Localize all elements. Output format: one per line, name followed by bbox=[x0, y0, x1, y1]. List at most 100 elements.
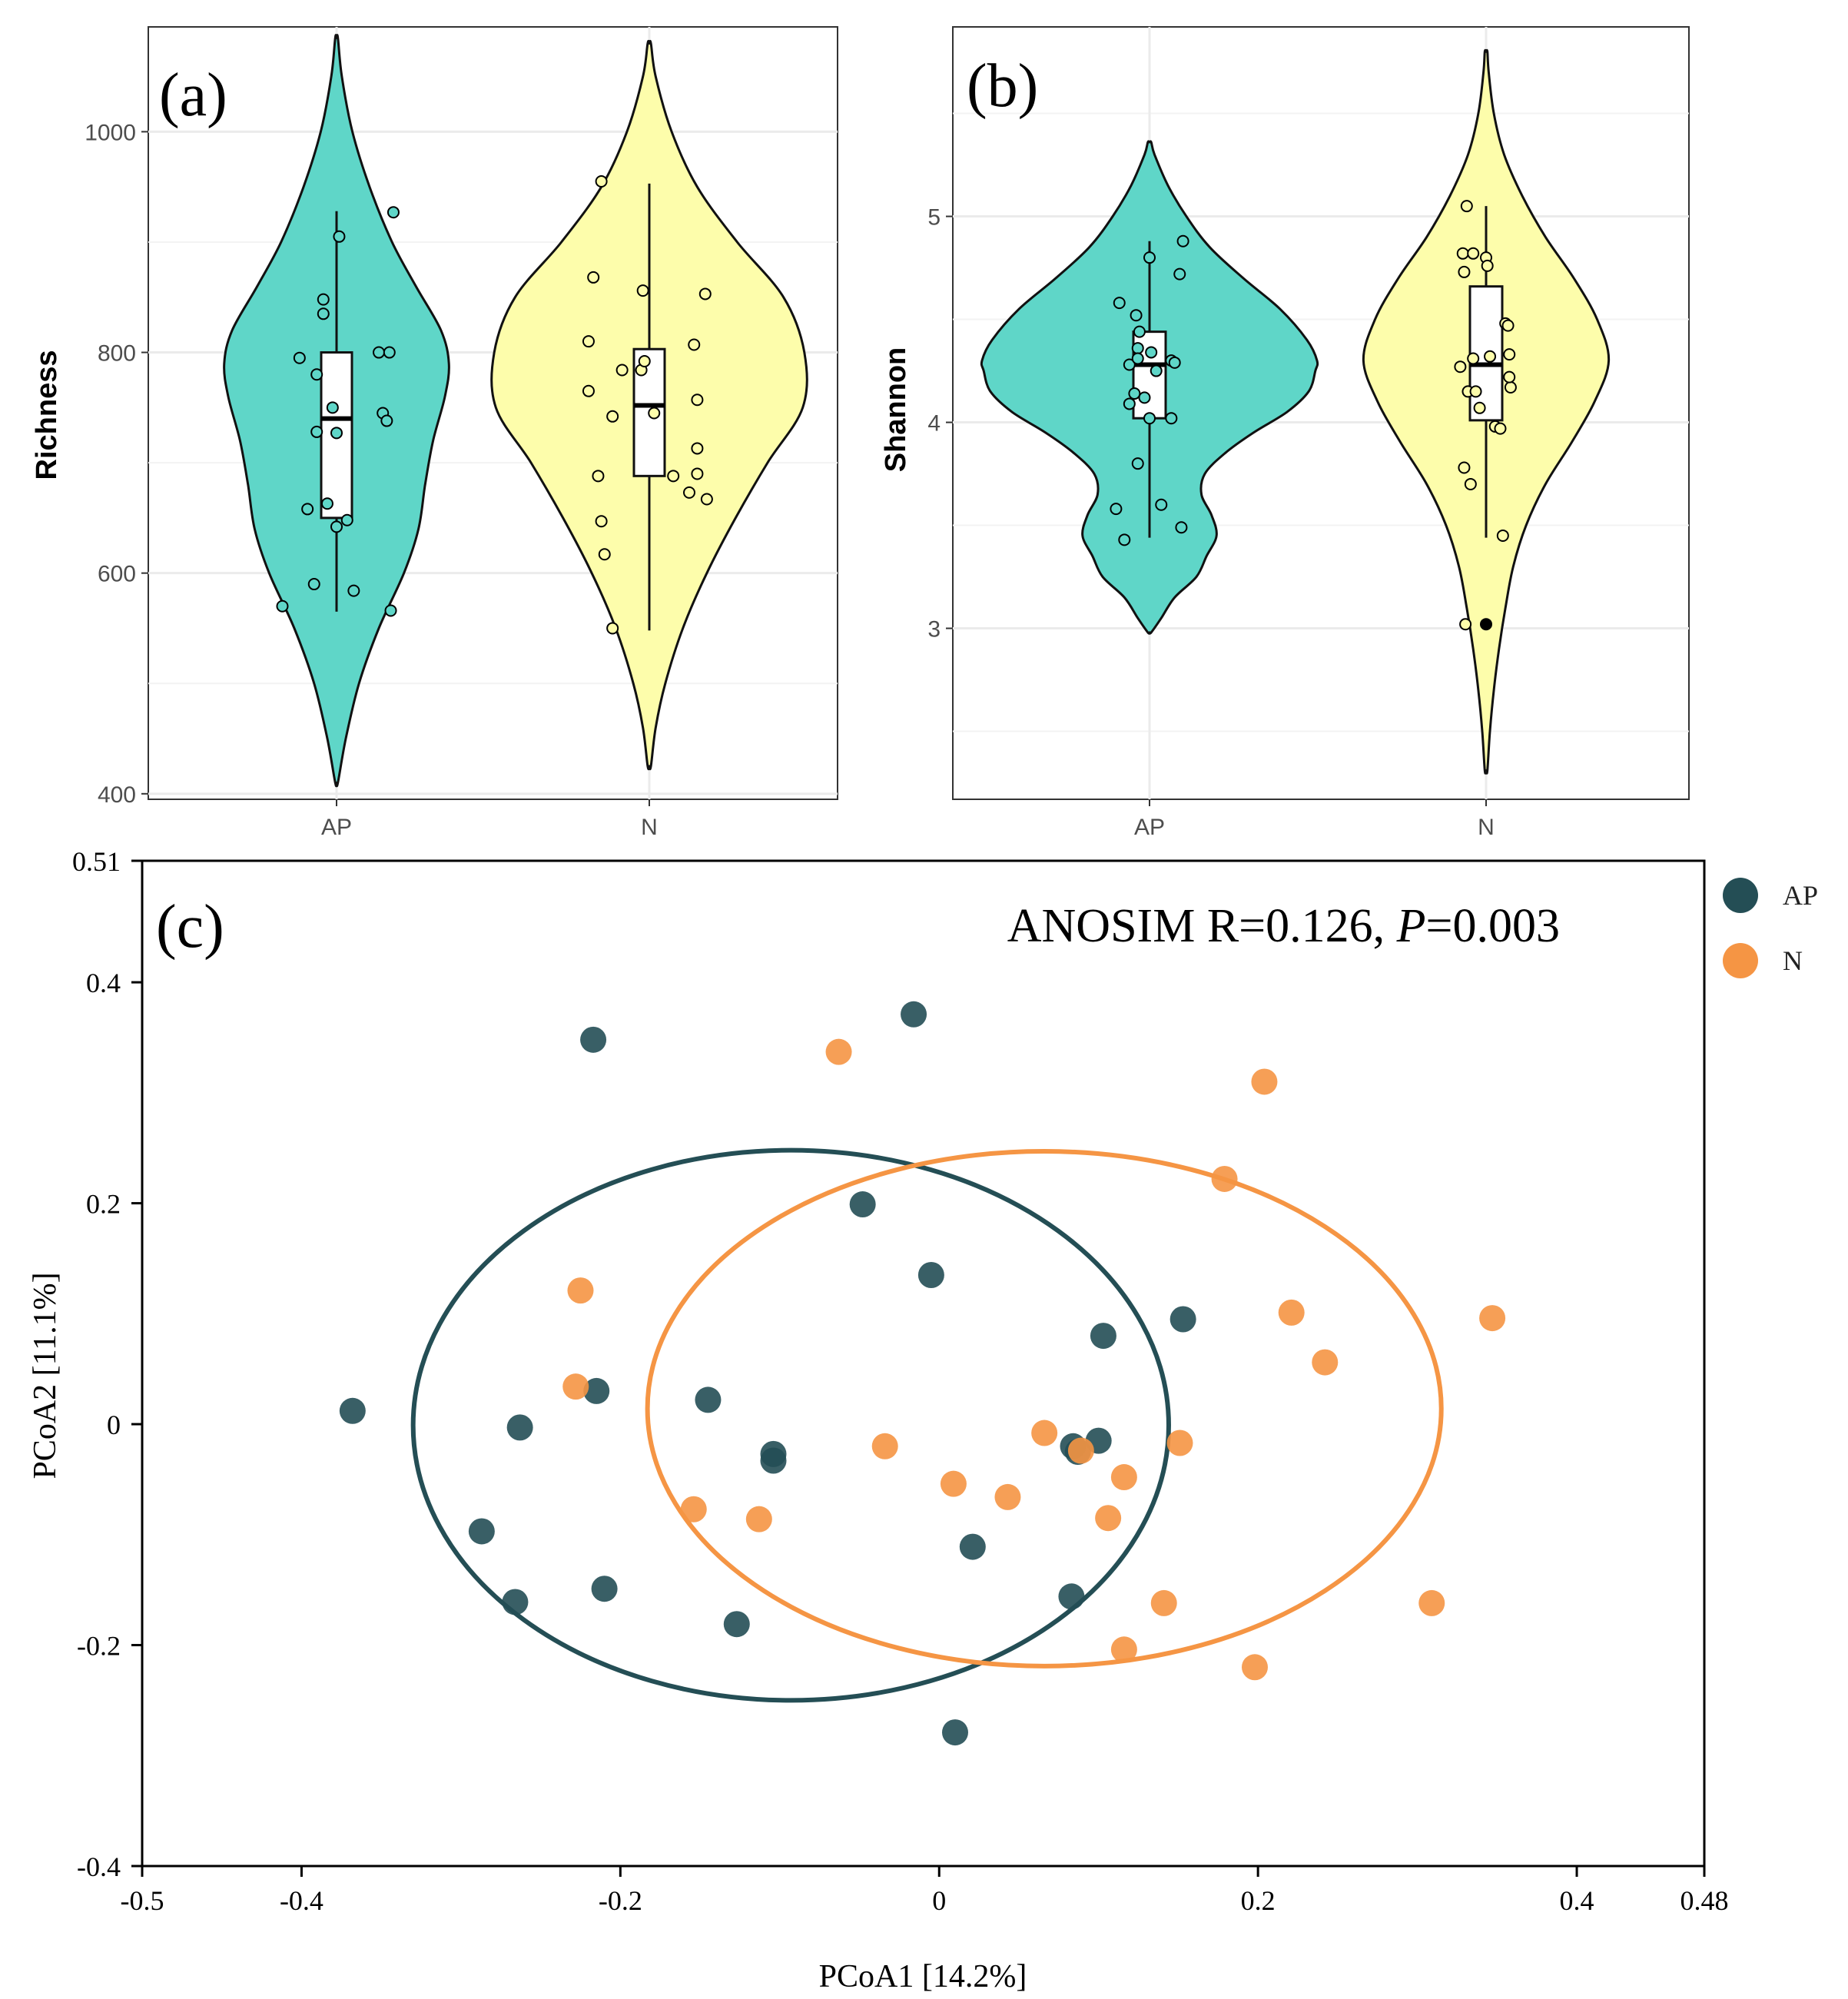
jitter-point bbox=[1143, 412, 1156, 425]
jitter-point bbox=[330, 427, 343, 440]
x-tick-label: 0.48 bbox=[1680, 1885, 1729, 1916]
jitter-point bbox=[691, 442, 704, 455]
point-n bbox=[1110, 1636, 1137, 1663]
jitter-point bbox=[1496, 529, 1509, 542]
x-tick-label: N bbox=[641, 815, 658, 840]
jitter-point bbox=[648, 407, 661, 420]
jitter-point bbox=[1110, 503, 1123, 516]
panel-a-y-axis-title: Richness bbox=[31, 350, 63, 480]
point-ap bbox=[580, 1026, 607, 1053]
jitter-point bbox=[1504, 381, 1517, 393]
point-n bbox=[1110, 1464, 1137, 1491]
panel-b-y-axis-title: Shannon bbox=[880, 347, 912, 473]
point-ap bbox=[1170, 1306, 1196, 1333]
jitter-point bbox=[1130, 309, 1143, 322]
jitter-point bbox=[1155, 498, 1168, 511]
point-n bbox=[940, 1470, 967, 1497]
jitter-point bbox=[1173, 267, 1186, 281]
jitter-point bbox=[330, 520, 343, 533]
point-n bbox=[1166, 1430, 1193, 1456]
jitter-point bbox=[310, 425, 323, 438]
jitter-point bbox=[1460, 200, 1473, 213]
jitter-point bbox=[1458, 265, 1471, 278]
point-ap bbox=[591, 1576, 618, 1602]
jitter-point bbox=[317, 307, 330, 320]
panel-c: -0.5 -0.4 -0.2 0 0.2 0.4 0.48-0.4-0.200.20.40.… bbox=[28, 846, 1818, 1994]
legend-marker-n bbox=[1723, 943, 1758, 978]
jitter-point bbox=[373, 346, 386, 359]
legend-label-ap: AP bbox=[1783, 880, 1818, 911]
y-tick-label: 0.51 bbox=[72, 846, 121, 877]
jitter-point bbox=[293, 351, 306, 364]
point-n bbox=[1312, 1349, 1339, 1376]
jitter-point bbox=[683, 486, 695, 499]
point-ap bbox=[1090, 1323, 1116, 1350]
y-tick-label: 0.4 bbox=[86, 968, 121, 998]
panel-a-axes: 400 600 800 1000 AP N bbox=[85, 120, 658, 840]
jitter-point bbox=[1454, 360, 1467, 374]
jitter-point bbox=[1494, 422, 1507, 435]
panel-a-violins bbox=[223, 34, 808, 788]
jitter-point bbox=[700, 493, 713, 506]
x-tick-label: 0.2 bbox=[1241, 1885, 1276, 1916]
jitter-point bbox=[615, 364, 629, 377]
jitter-point bbox=[1168, 356, 1181, 369]
jitter-point bbox=[688, 338, 701, 351]
point-n bbox=[745, 1506, 772, 1532]
point-n bbox=[1479, 1305, 1506, 1332]
x-tick-label: N bbox=[1478, 815, 1495, 840]
jitter-point bbox=[317, 293, 330, 306]
jitter-point bbox=[1481, 259, 1494, 272]
jitter-point bbox=[1467, 247, 1480, 260]
panel-b-axes: 3 4 5 AP N bbox=[927, 205, 1495, 840]
jitter-point bbox=[1456, 247, 1469, 260]
jitter-point bbox=[582, 335, 595, 348]
jitter-point bbox=[326, 401, 339, 414]
jitter-point bbox=[582, 384, 595, 397]
jitter-point bbox=[1464, 477, 1477, 490]
panel-a-label: (a) bbox=[159, 61, 227, 129]
jitter-point bbox=[606, 410, 619, 423]
jitter-point bbox=[1131, 342, 1144, 355]
y-tick-label: 1000 bbox=[85, 120, 136, 145]
jitter-point bbox=[1131, 457, 1144, 470]
point-ap bbox=[695, 1386, 722, 1413]
y-tick-label: 400 bbox=[98, 782, 136, 808]
outlier-point bbox=[1480, 618, 1492, 631]
jitter-point bbox=[383, 346, 396, 359]
jitter-point bbox=[1145, 346, 1158, 359]
panel-c-axes: -0.5 -0.4 -0.2 0 0.2 0.4 0.48-0.4-0.200.20.40.… bbox=[72, 846, 1729, 1916]
jitter-point bbox=[691, 393, 704, 407]
point-n bbox=[1150, 1589, 1177, 1616]
panel-c-ellipses bbox=[410, 1147, 1444, 1703]
point-n bbox=[1418, 1589, 1445, 1616]
x-tick-label: -0.4 bbox=[280, 1885, 323, 1916]
y-tick-label: 5 bbox=[927, 205, 941, 231]
anosim-annotation-p: P bbox=[1396, 900, 1426, 952]
point-n bbox=[871, 1433, 898, 1459]
x-tick-label: -0.5 bbox=[121, 1885, 164, 1916]
jitter-point bbox=[1458, 461, 1471, 474]
anosim-annotation-prefix: ANOSIM R=0.126, bbox=[1007, 900, 1397, 952]
jitter-point bbox=[587, 271, 600, 284]
jitter-point bbox=[310, 368, 323, 381]
x-tick-label: 0.4 bbox=[1560, 1885, 1594, 1916]
jitter-point bbox=[698, 287, 712, 301]
point-ap bbox=[1058, 1583, 1085, 1610]
point-ap bbox=[468, 1518, 495, 1545]
panel-b-label: (b) bbox=[967, 52, 1038, 120]
x-tick-label: 0 bbox=[932, 1885, 946, 1916]
jitter-point bbox=[1128, 387, 1141, 400]
point-ap bbox=[723, 1611, 750, 1638]
point-n bbox=[1211, 1165, 1238, 1192]
jitter-point bbox=[598, 548, 611, 561]
jitter-point bbox=[307, 578, 320, 591]
jitter-point bbox=[1484, 350, 1497, 363]
jitter-point bbox=[320, 497, 333, 510]
jitter-point bbox=[1503, 370, 1516, 384]
jitter-point bbox=[638, 355, 651, 368]
point-ap bbox=[339, 1397, 366, 1424]
jitter-point bbox=[1143, 251, 1156, 264]
outlier-point bbox=[1176, 234, 1189, 247]
